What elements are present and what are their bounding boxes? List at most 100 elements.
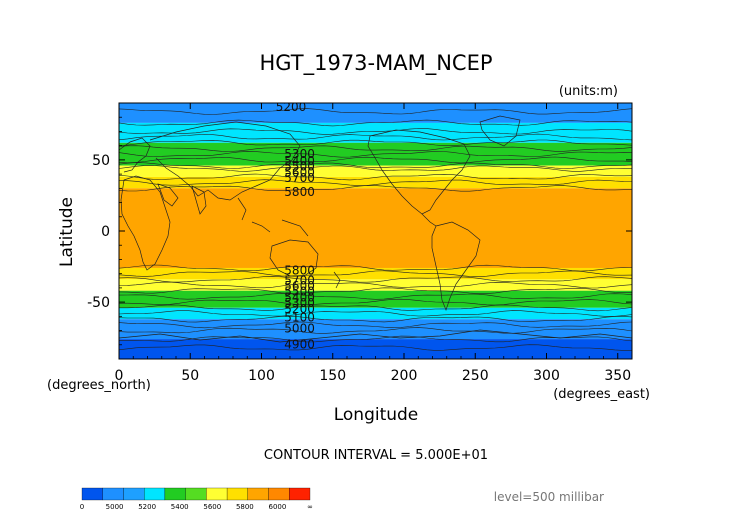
x-tick-label-3: 150 — [319, 368, 346, 384]
contour-label-12: 5300 — [284, 296, 315, 310]
contour-lines — [119, 108, 632, 351]
level-label: level=500 millibar — [494, 490, 604, 504]
coastline-africa — [120, 175, 171, 271]
x-axis-title: Longitude — [334, 405, 419, 425]
colorbar: 0 5000 5200 5400 5600 5800 6000 ∞ — [80, 487, 313, 511]
colorbar-tick-label-1: 5000 — [106, 503, 124, 511]
color-band-5 — [119, 188, 632, 268]
contour-label-0: 5200 — [276, 100, 307, 114]
contour-line-9 — [119, 315, 632, 323]
contour-line-23 — [119, 298, 632, 306]
contour-label-13: 5200 — [284, 302, 315, 316]
contour-line-26 — [119, 327, 632, 334]
y-unit-label: (degrees_north) — [47, 378, 151, 393]
color-band-4 — [119, 176, 632, 189]
colorbar-swatch-5 — [185, 487, 207, 501]
contour-label-16: 4900 — [284, 337, 315, 351]
contour-line-18 — [119, 165, 632, 172]
coastline-australia — [269, 239, 319, 277]
contour-line-17 — [119, 156, 632, 164]
contour-label-7: 5800 — [284, 263, 315, 277]
coastline-se-asia — [237, 197, 309, 237]
contour-label-14: 5100 — [284, 310, 315, 324]
colorbar-swatch-3 — [144, 487, 166, 501]
colorbar-tick-label-7: ∞ — [307, 503, 313, 511]
contour-labels: 5200530054005500560057005800580057005600… — [276, 100, 315, 351]
contour-line-16 — [119, 151, 632, 158]
y-tick-label-1: 0 — [101, 224, 110, 240]
contour-line-10 — [119, 335, 632, 343]
colorbar-tick-label-4: 5600 — [203, 503, 221, 511]
contour-line-14 — [119, 133, 632, 141]
contour-line-3 — [119, 173, 632, 181]
contour-line-20 — [119, 270, 632, 278]
y-axis-ticks: 50 0 -50 — [87, 116, 632, 346]
contour-line-25 — [119, 321, 632, 329]
x-tick-label-6: 300 — [533, 368, 560, 384]
colorbar-swatch-1 — [102, 487, 124, 501]
contour-line-12 — [119, 108, 632, 115]
coastline-india — [191, 185, 207, 215]
colorbar-swatch-6 — [206, 487, 228, 501]
colorbar-tick-label-5: 5800 — [236, 503, 254, 511]
colorbar-swatch-7 — [226, 487, 248, 501]
contour-label-5: 5700 — [284, 171, 315, 185]
contour-label-10: 5500 — [284, 285, 315, 299]
x-tick-label-4: 200 — [391, 368, 418, 384]
x-tick-label-2: 100 — [248, 368, 275, 384]
contour-line-27 — [119, 344, 632, 351]
chart-title: HGT_1973-MAM_NCEP — [259, 51, 492, 76]
contour-interval-label: CONTOUR INTERVAL = 5.000E+01 — [264, 448, 488, 463]
x-tick-label-5: 250 — [462, 368, 489, 384]
coastline-south-america — [431, 221, 481, 312]
contour-line-19 — [119, 179, 632, 186]
coastline-central-america — [421, 213, 437, 227]
contour-line-22 — [119, 293, 632, 300]
x-axis-ticks: 0 50 100 150 200 250 300 350 — [115, 103, 631, 384]
contour-label-9: 5600 — [284, 279, 315, 293]
contour-line-7 — [119, 287, 632, 294]
coastline-europe — [119, 137, 151, 173]
x-unit-label: (degrees_east) — [553, 387, 650, 402]
y-tick-label-0: 50 — [92, 153, 110, 169]
color-band-10 — [119, 319, 632, 340]
x-tick-label-1: 50 — [181, 368, 199, 384]
contour-label-1: 5300 — [284, 147, 315, 161]
contour-line-21 — [119, 281, 632, 289]
contour-label-6: 5800 — [284, 185, 315, 199]
color-band-7 — [119, 279, 632, 291]
color-band-6 — [119, 267, 632, 280]
coastline-asia — [149, 121, 301, 201]
units-label: (units:m) — [559, 84, 618, 99]
color-band-9 — [119, 307, 632, 320]
contour-line-4 — [119, 185, 632, 192]
color-band-3 — [119, 165, 632, 177]
colorbar-tick-label-0: 0 — [80, 503, 84, 511]
contour-line-24 — [119, 310, 632, 317]
colorbar-swatch-10 — [289, 487, 311, 501]
contour-label-11: 5400 — [284, 290, 315, 304]
y-tick-label-2: -50 — [87, 295, 110, 311]
contour-line-8 — [119, 304, 632, 312]
contour-line-2 — [119, 162, 632, 169]
contour-label-3: 5500 — [284, 160, 315, 174]
x-tick-label-0: 0 — [115, 368, 124, 384]
colorbar-tick-label-3: 5400 — [171, 503, 189, 511]
contour-label-2: 5400 — [284, 154, 315, 168]
coastline-greenland — [479, 115, 521, 147]
colorbar-swatch-8 — [247, 487, 269, 501]
color-band-11 — [119, 339, 632, 359]
contour-line-1 — [119, 139, 632, 146]
contour-label-8: 5700 — [284, 273, 315, 287]
colorbar-swatch-2 — [123, 487, 145, 501]
contour-line-15 — [119, 145, 632, 152]
contour-line-6 — [119, 276, 632, 283]
colorbar-swatch-0 — [81, 487, 103, 501]
coastline-antarctica — [119, 329, 632, 343]
contour-label-15: 5000 — [284, 322, 315, 336]
colorbar-tick-label-6: 6000 — [269, 503, 287, 511]
x-tick-label-7: 350 — [604, 368, 631, 384]
colorbar-tick-label-2: 5200 — [138, 503, 156, 511]
contour-line-0 — [119, 119, 632, 127]
